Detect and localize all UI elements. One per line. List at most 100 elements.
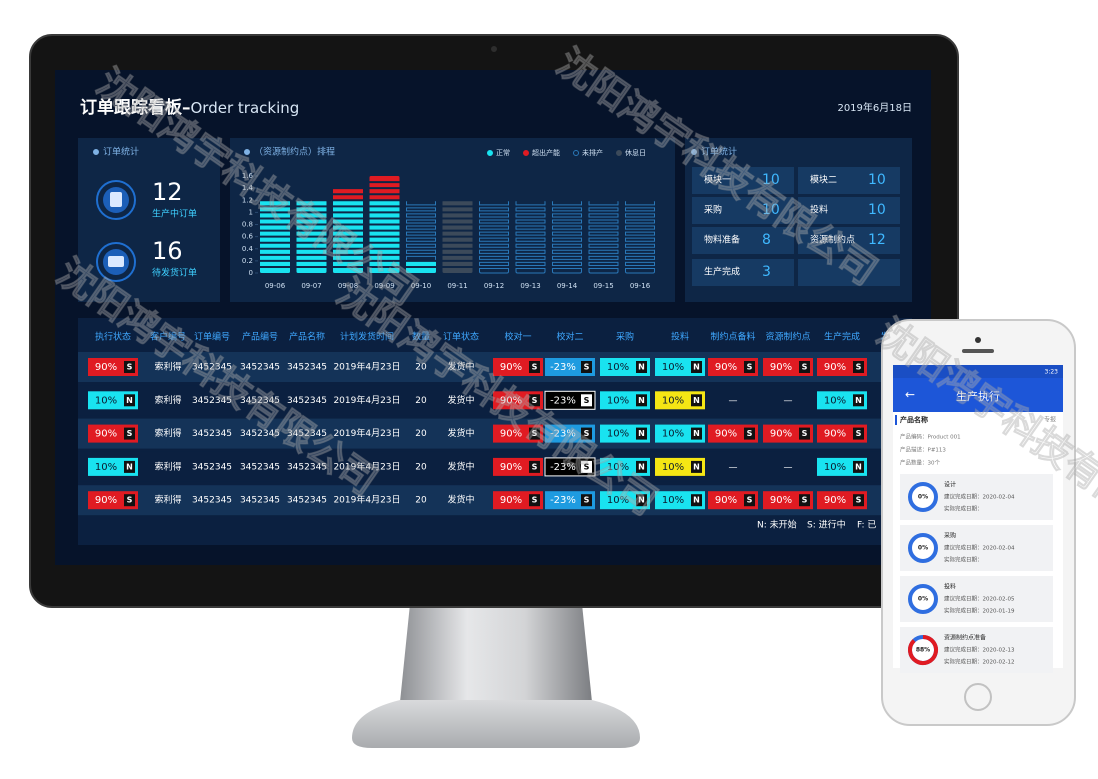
stat-cell bbox=[692, 259, 794, 286]
badge-value: 90% bbox=[500, 495, 522, 506]
badge-value: 90% bbox=[770, 495, 792, 506]
stat-cell bbox=[798, 259, 900, 286]
badge-value: 90% bbox=[500, 462, 522, 473]
step-name: 采购 bbox=[944, 532, 956, 540]
cell: 发货中 bbox=[447, 361, 474, 373]
bullet bbox=[244, 149, 250, 155]
cell: 发货中 bbox=[447, 494, 474, 506]
section-title: 产品名称 bbox=[900, 415, 928, 424]
badge-value: 10% bbox=[662, 462, 684, 473]
badge-flag: S bbox=[584, 496, 590, 505]
flag-box bbox=[744, 427, 755, 440]
badge-flag: N bbox=[638, 363, 645, 372]
cell: 2019年4月23日 bbox=[333, 394, 400, 406]
column-header: 校对二 bbox=[556, 331, 583, 343]
flag-box bbox=[799, 427, 810, 440]
flag-box bbox=[853, 427, 864, 440]
stat-value: 16 bbox=[152, 237, 183, 265]
badge-value: 90% bbox=[824, 495, 846, 506]
stat-cell bbox=[692, 227, 794, 254]
badge-value: 10% bbox=[607, 429, 629, 440]
actual-date: 实际完成日期： bbox=[944, 556, 983, 564]
x-tick-label: 09-08 bbox=[338, 282, 358, 290]
flag-box bbox=[691, 361, 702, 373]
status-legend: F: 已 bbox=[857, 520, 876, 531]
cell: 索利得 bbox=[154, 494, 181, 506]
cell: 2019年4月23日 bbox=[333, 460, 400, 472]
badge-flag: S bbox=[127, 429, 133, 438]
flag-box bbox=[853, 361, 864, 373]
stat-value: 8 bbox=[762, 232, 771, 248]
monitor-base bbox=[352, 700, 640, 748]
y-tick-label: 0.4 bbox=[242, 245, 254, 253]
badge-flag: S bbox=[532, 363, 538, 372]
cell: 3452345 bbox=[287, 363, 327, 373]
flag-box bbox=[636, 427, 647, 440]
badge-flag: S bbox=[802, 363, 808, 372]
cell: 3452345 bbox=[287, 396, 327, 406]
badge-value: -23% bbox=[550, 395, 576, 406]
actual-date: 实际完成日期：2020-02-12 bbox=[944, 658, 1014, 666]
cell: 3452345 bbox=[240, 462, 280, 472]
cell: 索利得 bbox=[154, 427, 181, 439]
badge-value: -23% bbox=[550, 462, 576, 473]
stat-label: 生产完成 bbox=[704, 266, 740, 278]
cell: 3452345 bbox=[240, 496, 280, 506]
cell: — bbox=[784, 396, 793, 406]
planned-date: 建议完成日期：2020-02-05 bbox=[944, 595, 1015, 603]
panel-title: 订单统计 bbox=[701, 146, 737, 158]
cell: 发货中 bbox=[447, 394, 474, 406]
flag-box bbox=[799, 361, 810, 373]
back-arrow[interactable]: ← bbox=[905, 388, 915, 402]
x-tick-label: 09-13 bbox=[520, 282, 540, 290]
progress-track bbox=[908, 584, 938, 614]
cell: 3452345 bbox=[192, 396, 232, 406]
cell: 3452345 bbox=[287, 496, 327, 506]
stat-value: 10 bbox=[868, 172, 886, 188]
stat-label: 模块一 bbox=[704, 174, 731, 186]
stat-value: 10 bbox=[762, 202, 780, 218]
icon-ring bbox=[96, 242, 136, 282]
y-tick-label: 0 bbox=[249, 269, 253, 277]
info-line: 产品数量：30个 bbox=[900, 459, 940, 467]
progress-label: 0% bbox=[918, 545, 928, 552]
icon-glyph bbox=[108, 256, 124, 267]
section-action: 专报 bbox=[1044, 416, 1056, 424]
x-tick-label: 09-15 bbox=[593, 282, 613, 290]
badge-flag: N bbox=[638, 496, 645, 505]
flag-box bbox=[581, 460, 592, 473]
panel-title: 订单统计 bbox=[103, 146, 139, 158]
stat-label: 采购 bbox=[704, 204, 722, 216]
column-header: 计划发货时间 bbox=[340, 331, 394, 343]
progress-label: 0% bbox=[918, 596, 928, 603]
flag-box bbox=[636, 394, 647, 407]
badge-flag: S bbox=[747, 429, 753, 438]
cell: 2019年4月23日 bbox=[333, 361, 400, 373]
column-header: 制约点备料 bbox=[710, 331, 755, 343]
x-tick-label: 09-11 bbox=[447, 282, 467, 290]
x-tick-label: 09-14 bbox=[557, 282, 578, 290]
column-header: 客户编号 bbox=[150, 331, 186, 343]
progress-label: 88% bbox=[916, 647, 930, 654]
stat-label: 待发货订单 bbox=[152, 267, 197, 279]
step-name: 资源制约点准备 bbox=[944, 634, 986, 642]
column-header: 产品编号 bbox=[242, 331, 278, 343]
stat-label: 资源制约点 bbox=[810, 234, 855, 246]
phone-camera bbox=[975, 337, 981, 343]
chart-title: （资源制约点）排程 bbox=[254, 146, 335, 158]
badge-flag: S bbox=[856, 496, 862, 505]
cell: 20 bbox=[415, 429, 427, 439]
x-tick-label: 09-16 bbox=[630, 282, 651, 290]
cell: 3452345 bbox=[192, 429, 232, 439]
badge-value: 90% bbox=[824, 362, 846, 373]
cell: 2019年4月23日 bbox=[333, 427, 400, 439]
y-tick-label: 0.2 bbox=[242, 257, 253, 265]
flag-box bbox=[691, 460, 702, 473]
badge-value: 10% bbox=[607, 495, 629, 506]
home-button[interactable] bbox=[964, 683, 992, 711]
badge-value: 10% bbox=[662, 429, 684, 440]
cell: 3452345 bbox=[192, 462, 232, 472]
flag-box bbox=[744, 361, 755, 373]
stat-cell bbox=[692, 197, 794, 224]
badge-flag: N bbox=[693, 363, 700, 372]
